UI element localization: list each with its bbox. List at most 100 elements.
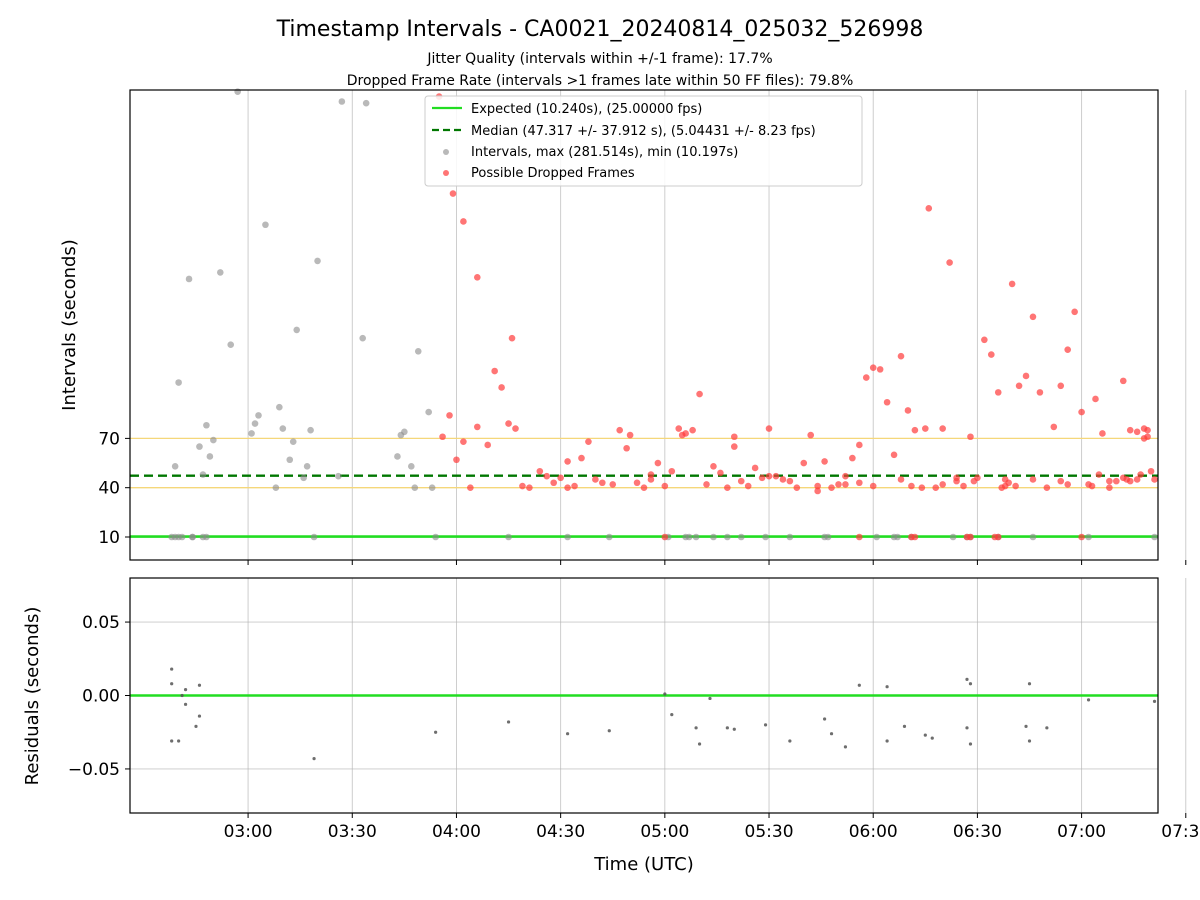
dropped-frame-point: [1133, 428, 1141, 436]
dropped-frame-point: [654, 459, 662, 467]
intervals-y-tick-label: 40: [98, 479, 120, 499]
dropped-frame-point: [710, 463, 717, 470]
dropped-frame-point: [536, 467, 544, 475]
interval-point: [724, 533, 731, 541]
dropped-frame-point: [1029, 313, 1037, 321]
dropped-frame-point: [626, 431, 634, 439]
interval-point: [171, 463, 179, 470]
residuals-frame: [129, 577, 1159, 814]
residual-point: [434, 730, 438, 734]
dropped-frame-point: [1071, 308, 1078, 316]
dropped-frame-point: [765, 472, 773, 480]
dropped-frame-point: [1050, 423, 1058, 431]
x-tick-label: 03:30: [328, 822, 377, 842]
dropped-frame-point: [730, 433, 738, 441]
dropped-frame-point: [772, 472, 780, 480]
interval-point: [428, 484, 436, 491]
residual-point: [968, 742, 973, 746]
dropped-frame-point: [918, 484, 926, 491]
residual-point: [670, 712, 674, 717]
dropped-frame-point: [967, 433, 974, 441]
residuals-y-tick-label: −0.05: [68, 760, 120, 780]
dropped-frame-point: [449, 190, 457, 197]
dropped-frame-point: [661, 482, 669, 490]
residual-point: [170, 739, 174, 743]
dropped-frame-point: [519, 482, 526, 490]
interval-point: [335, 472, 342, 480]
interval-point: [338, 98, 346, 105]
residual-point: [607, 729, 611, 733]
legend-median-label: Median (47.317 +/- 37.912 s), (5.04431 +…: [471, 124, 816, 139]
interval-point: [189, 533, 196, 541]
dropped-frame-point: [557, 474, 564, 482]
dropped-frame-point: [786, 477, 794, 485]
residual-point: [694, 726, 698, 730]
dropped-frame-point: [1151, 476, 1158, 483]
dropped-frame-point: [550, 479, 558, 487]
interval-point: [310, 533, 318, 541]
dropped-frame-point: [599, 479, 606, 487]
x-tick-label: 03:00: [224, 822, 273, 842]
dropped-frame-point: [453, 456, 460, 464]
dropped-frame-point: [890, 451, 898, 459]
residual-point: [857, 683, 861, 687]
dropped-frame-point: [1133, 476, 1141, 483]
interval-point: [262, 221, 269, 229]
interval-point: [505, 533, 512, 541]
dropped-frame-point: [491, 367, 498, 375]
dropped-frame-point: [932, 484, 940, 491]
dropped-frame-point: [1123, 476, 1131, 483]
x-tick-label: 05:00: [640, 822, 689, 842]
interval-point: [307, 426, 314, 434]
dropped-frame-point: [1008, 280, 1016, 288]
residuals-panel: 0.05 0.00 −0.05 Residuals (seconds): [22, 577, 1187, 814]
interval-point: [314, 257, 321, 265]
dropped-frame-point: [460, 438, 467, 445]
dropped-frame-point: [1057, 477, 1065, 485]
dropped-frame-point: [869, 482, 877, 490]
interval-point: [432, 533, 439, 541]
interval-point: [199, 471, 207, 478]
residual-point: [183, 688, 188, 692]
interval-point: [762, 533, 769, 541]
dropped-frame-point: [765, 425, 773, 432]
interval-point: [737, 533, 745, 541]
dropped-frame-point: [446, 412, 453, 419]
dropped-frame-point: [633, 479, 641, 487]
residual-point: [708, 696, 712, 701]
interval-point: [276, 403, 283, 411]
interval-point: [234, 88, 241, 95]
intervals-frame: [129, 89, 1159, 561]
dropped-frame-point: [508, 334, 516, 342]
dropped-frame-point: [1036, 389, 1044, 396]
interval-point: [279, 425, 287, 432]
dropped-frame-point: [467, 484, 474, 491]
interval-point: [289, 438, 297, 445]
dropped-frame-point: [876, 366, 884, 373]
dropped-frame-point: [1099, 430, 1106, 437]
dropped-frame-point: [592, 476, 599, 483]
residual-point: [725, 726, 729, 730]
dropped-frame-point: [1078, 408, 1085, 416]
dropped-frame-point: [1012, 482, 1019, 490]
intervals-y-tick-label: 10: [98, 528, 120, 548]
residuals-y-tick-label: 0.05: [82, 613, 120, 633]
residual-point: [194, 724, 198, 728]
x-axis-ticks: 03:00 03:30 04:00 04:30 05:00 05:30 06:00 06:30…: [224, 560, 1200, 842]
dropped-frame-point: [856, 479, 863, 487]
dropped-frame-point: [1144, 433, 1151, 441]
dropped-frame-point: [473, 274, 481, 281]
legend-dropped-swatch: [443, 170, 449, 176]
dropped-frame-point: [1095, 471, 1103, 478]
dropped-frame-point: [1043, 484, 1051, 491]
dropped-frame-point: [751, 464, 759, 472]
residual-point: [565, 732, 570, 736]
interval-point: [248, 430, 255, 437]
dropped-frame-point: [571, 482, 578, 490]
interval-points: [168, 88, 1158, 541]
residual-point: [788, 739, 792, 743]
interval-point: [300, 474, 307, 482]
dropped-frame-point: [883, 398, 891, 406]
dropped-frame-point: [994, 389, 1002, 396]
